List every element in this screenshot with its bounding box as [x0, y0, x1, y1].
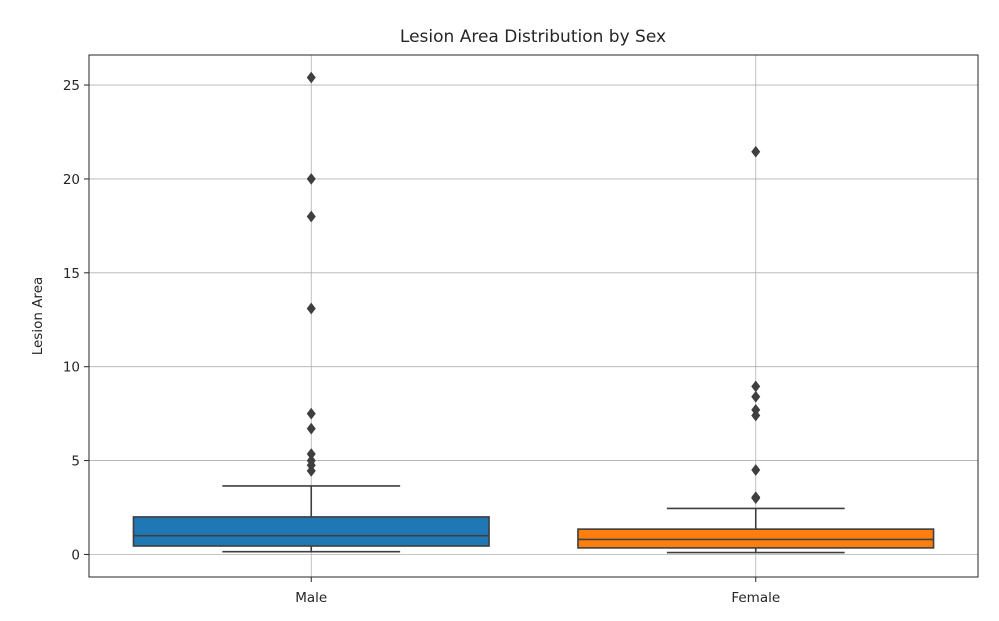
outlier-point	[751, 404, 761, 416]
y-axis-label: Lesion Area	[30, 277, 46, 356]
outlier-point	[306, 422, 316, 435]
outlier-point	[751, 145, 761, 158]
outlier-point	[751, 390, 761, 403]
outlier-point	[306, 407, 316, 420]
y-tick-label: 20	[63, 172, 80, 188]
y-tick-label: 25	[63, 78, 80, 94]
y-tick-label: 15	[63, 266, 80, 282]
outlier-point	[306, 71, 316, 84]
box-layer	[132, 71, 935, 554]
iqr-box	[132, 516, 490, 547]
outlier-point	[306, 448, 316, 460]
outlier-point	[306, 210, 316, 223]
y-tick-label: 5	[71, 454, 80, 470]
iqr-box	[577, 528, 935, 549]
outlier-point	[306, 173, 316, 185]
outlier-point	[751, 491, 761, 504]
box-female	[577, 145, 935, 554]
box-male	[132, 71, 490, 553]
chart-title: Lesion Area Distribution by Sex	[400, 27, 666, 47]
x-tick-label: Male	[295, 590, 327, 606]
outlier-point	[306, 302, 316, 315]
outlier-point	[751, 464, 761, 476]
y-tick-label: 0	[71, 547, 80, 563]
grid-lines	[89, 55, 978, 577]
outlier-point	[751, 380, 761, 393]
plot-frame	[88, 54, 979, 578]
x-axis: Male Female	[295, 577, 780, 606]
y-tick-label: 10	[63, 360, 80, 376]
x-tick-label: Female	[731, 590, 780, 606]
y-axis: 0 5 10 15 20 25	[63, 78, 89, 563]
outlier-point	[306, 454, 316, 467]
